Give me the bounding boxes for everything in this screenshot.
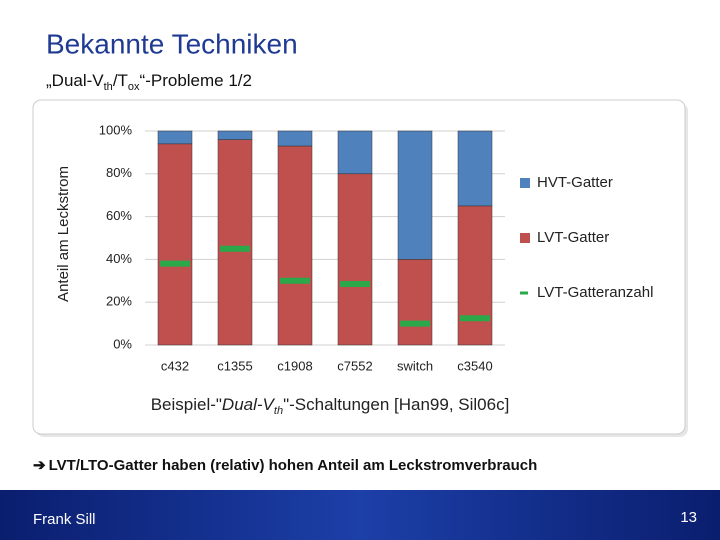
page-number: 13: [680, 509, 697, 526]
x-tick-label: c1355: [217, 358, 252, 373]
slide-title: Bekannte Techniken: [46, 28, 298, 59]
y-axis-label: Anteil am Leckstrom: [55, 166, 72, 302]
subtitle-part: „Dual-V: [46, 71, 104, 90]
y-tick-label: 100%: [99, 122, 133, 137]
x-tick-label: switch: [397, 358, 433, 373]
y-tick-label: 0%: [113, 336, 132, 351]
chart-caption: Beispiel-"Dual-Vth"-Schaltungen [Han99, …: [151, 395, 510, 416]
x-tick-label: c432: [161, 358, 189, 373]
slide-subtitle: „Dual-Vth/Tox“-Probleme 1/2: [46, 71, 252, 92]
legend-swatch: [520, 178, 530, 188]
legend-label: LVT-Gatteranzahl: [537, 284, 653, 301]
bullet: ➔ LVT/LTO-Gatter haben (relativ) hohen An…: [33, 457, 537, 474]
caption-part: "-Schaltungen [Han99, Sil06c]: [283, 395, 509, 414]
bar-segment: [157, 143, 193, 346]
legend-label: LVT-Gatter: [537, 229, 609, 246]
caption-sub: th: [274, 405, 283, 417]
bar-segment: [457, 130, 493, 207]
y-tick-label: 60%: [106, 208, 132, 223]
x-tick-label: c1908: [277, 358, 312, 373]
subtitle-part: /T: [113, 71, 128, 90]
y-tick-label: 20%: [106, 294, 132, 309]
y-tick-label: 80%: [106, 165, 132, 180]
x-tick-label: c3540: [457, 358, 492, 373]
bar-segment: [277, 145, 313, 346]
bar-segment: [397, 259, 433, 346]
bar-segment: [457, 205, 493, 346]
bullet-arrow: ➔: [33, 457, 46, 474]
subtitle-sub: th: [104, 81, 113, 93]
bar-segment: [217, 139, 253, 346]
bar-segment: [397, 130, 433, 260]
caption-part: Dual-V: [222, 395, 276, 414]
subtitle-part: “-Probleme 1/2: [140, 71, 252, 90]
bullet-text: LVT/LTO-Gatter haben (relativ) hohen Ant…: [49, 457, 538, 474]
bar-segment: [217, 130, 253, 140]
x-tick-label: c7552: [337, 358, 372, 373]
y-tick-label: 40%: [106, 251, 132, 266]
footer-author: Frank Sill: [33, 511, 96, 528]
subtitle-sub: ox: [128, 81, 140, 93]
bar-segment: [337, 130, 373, 175]
legend-label: HVT-Gatter: [537, 174, 613, 191]
bar-segment: [337, 173, 373, 346]
legend-swatch: [520, 233, 530, 243]
caption-part: Beispiel-": [151, 395, 222, 414]
bar-segment: [277, 130, 313, 147]
bar-segment: [157, 130, 193, 145]
footer-bar: [0, 490, 720, 540]
